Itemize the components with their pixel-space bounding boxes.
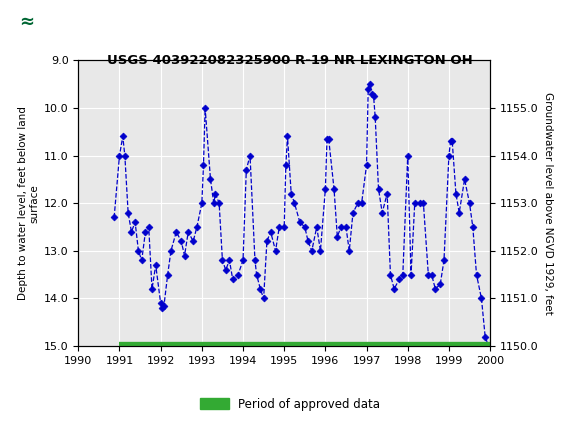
- Legend: Period of approved data: Period of approved data: [195, 393, 385, 415]
- Y-axis label: Groundwater level above NGVD 1929, feet: Groundwater level above NGVD 1929, feet: [543, 92, 553, 315]
- Text: USGS 403922082325900 R-19 NR LEXINGTON OH: USGS 403922082325900 R-19 NR LEXINGTON O…: [107, 54, 473, 67]
- Text: USGS: USGS: [58, 14, 113, 31]
- FancyBboxPatch shape: [5, 3, 48, 42]
- Y-axis label: Depth to water level, feet below land
surface: Depth to water level, feet below land su…: [18, 106, 39, 300]
- Text: ≈: ≈: [19, 12, 34, 31]
